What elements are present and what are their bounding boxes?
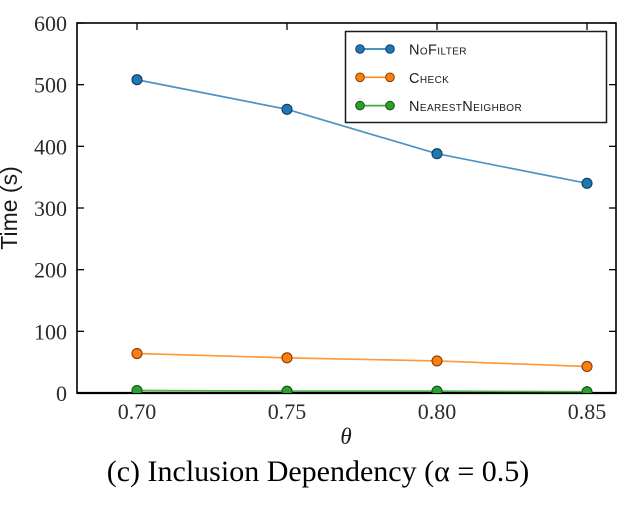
series-nearestneighbor-line [136,389,588,393]
legend-marker [385,72,395,83]
legend-label-nearestneighbor: NearestNeighbor [409,99,522,115]
series-nofilter-line [136,78,588,185]
chart-canvas: 0.70 0.75 0.80 0.85 0 100 200 300 400 500 600 Time … [0,11,617,449]
series-check-point [281,352,293,364]
series-check-line [136,352,588,368]
y-axis-title: Time (s) [0,166,22,249]
legend-marker [385,100,395,111]
figure-caption: (c) Inclusion Dependency (α = 0.5) [106,455,530,488]
x-tick-label: 0.70 [118,399,157,424]
series-nofilter-point [581,177,593,189]
series-nearestneighbor-point [131,384,143,393]
legend-label-nofilter: NoFilter [409,43,467,59]
x-axis-title: θ [340,424,351,449]
y-tick-label: 200 [34,258,67,283]
series-nofilter-point [281,103,293,115]
y-tick-label: 100 [34,319,67,344]
x-tick-label: 0.75 [268,399,307,424]
legend-marker [355,44,365,54]
series-nofilter-point [431,148,443,160]
series-nearestneighbor-point [581,386,593,393]
series-group [131,74,593,393]
y-tick-label: 0 [56,381,67,406]
legend-label-check: Check [409,71,449,87]
x-tick-label: 0.80 [418,399,457,424]
y-tick-label: 500 [34,73,67,98]
legend-marker [355,100,365,111]
series-nearestneighbor-point [281,385,293,393]
legend: NoFilter Check NearestNeighbor [344,30,608,124]
series-check-point [581,360,593,373]
y-tick-label: 400 [34,134,67,159]
legend-marker [385,44,395,54]
series-nofilter-point [131,74,143,86]
series-nearestneighbor-point [431,385,443,393]
x-tick-label: 0.85 [568,399,607,424]
series-check-point [131,347,143,360]
y-tick-label: 300 [34,196,67,221]
legend-marker [355,72,365,83]
y-tick-label: 600 [34,11,67,36]
series-check-point [431,355,443,367]
